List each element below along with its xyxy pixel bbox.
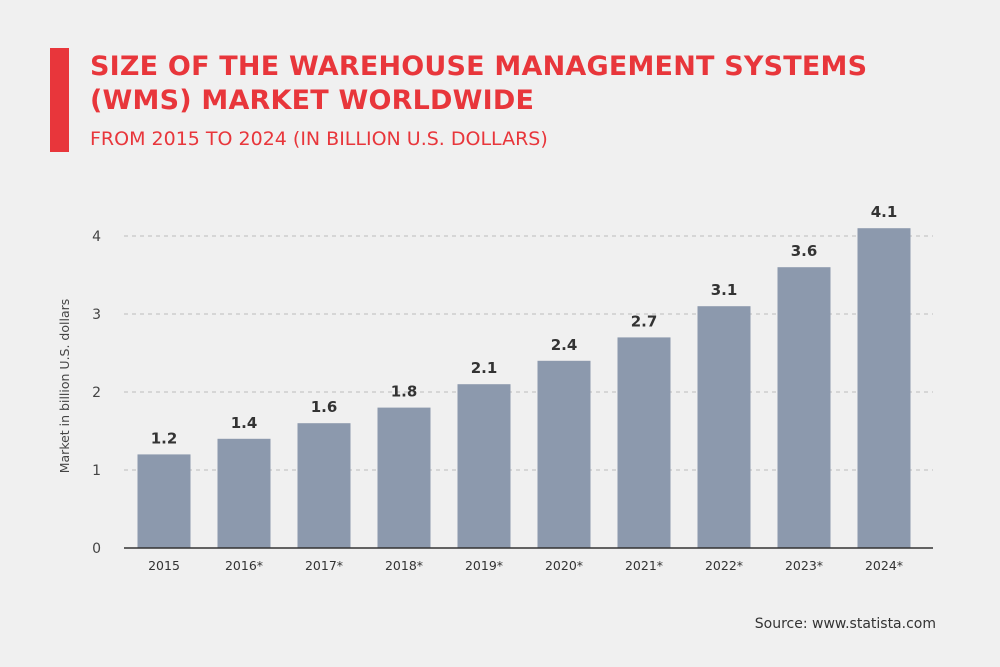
- data-label: 3.6: [791, 242, 818, 260]
- bar: [137, 454, 191, 548]
- data-label: 2.1: [471, 359, 498, 377]
- x-tick-label: 2017*: [305, 558, 343, 573]
- x-tick-label: 2024*: [865, 558, 903, 573]
- bar: [777, 267, 831, 548]
- title-accent-bar: [50, 48, 69, 152]
- bar: [457, 384, 511, 548]
- data-label: 1.6: [311, 398, 338, 416]
- x-tick-label: 2018*: [385, 558, 423, 573]
- bar: [297, 423, 351, 548]
- data-label: 2.7: [631, 312, 658, 330]
- chart-title: SIZE OF THE WAREHOUSE MANAGEMENT SYSTEMS…: [90, 51, 868, 116]
- x-tick-label: 2016*: [225, 558, 263, 573]
- bar: [377, 407, 431, 548]
- data-label: 3.1: [711, 281, 738, 299]
- data-label: 4.1: [871, 203, 898, 221]
- x-tick-label: 2015: [148, 558, 180, 573]
- y-tick-label: 3: [92, 307, 101, 323]
- y-tick-label: 2: [92, 385, 101, 401]
- bar: [217, 438, 271, 548]
- bar: [617, 337, 671, 548]
- source-note: Source: www.statista.com: [754, 616, 936, 632]
- data-label: 1.2: [151, 429, 178, 447]
- y-tick-labels: 0 1 2 3 4: [92, 229, 101, 557]
- x-tick-labels: 2015 2016* 2017* 2018* 2019* 2020* 2021* 2022* 2…: [148, 558, 903, 573]
- data-label: 2.4: [551, 336, 578, 354]
- data-labels: 1.2 1.4 1.6 1.8 2.1 2.4 2.7 3.1 3.6 4.1: [151, 203, 898, 447]
- data-label: 1.4: [231, 414, 258, 432]
- x-tick-label: 2019*: [465, 558, 503, 573]
- data-label: 1.8: [391, 383, 418, 401]
- bars: [137, 228, 911, 548]
- y-tick-label: 0: [92, 541, 101, 557]
- y-tick-label: 1: [92, 463, 101, 479]
- chart-subtitle: FROM 2015 TO 2024 (IN BILLION U.S. DOLLA…: [90, 128, 548, 150]
- y-axis-label: Market in billion U.S. dollars: [57, 299, 72, 474]
- x-tick-label: 2020*: [545, 558, 583, 573]
- y-tick-label: 4: [92, 229, 101, 245]
- x-tick-label: 2023*: [785, 558, 823, 573]
- x-tick-label: 2021*: [625, 558, 663, 573]
- bar: [857, 228, 911, 548]
- x-tick-label: 2022*: [705, 558, 743, 573]
- bar: [697, 306, 751, 548]
- bar: [537, 360, 591, 548]
